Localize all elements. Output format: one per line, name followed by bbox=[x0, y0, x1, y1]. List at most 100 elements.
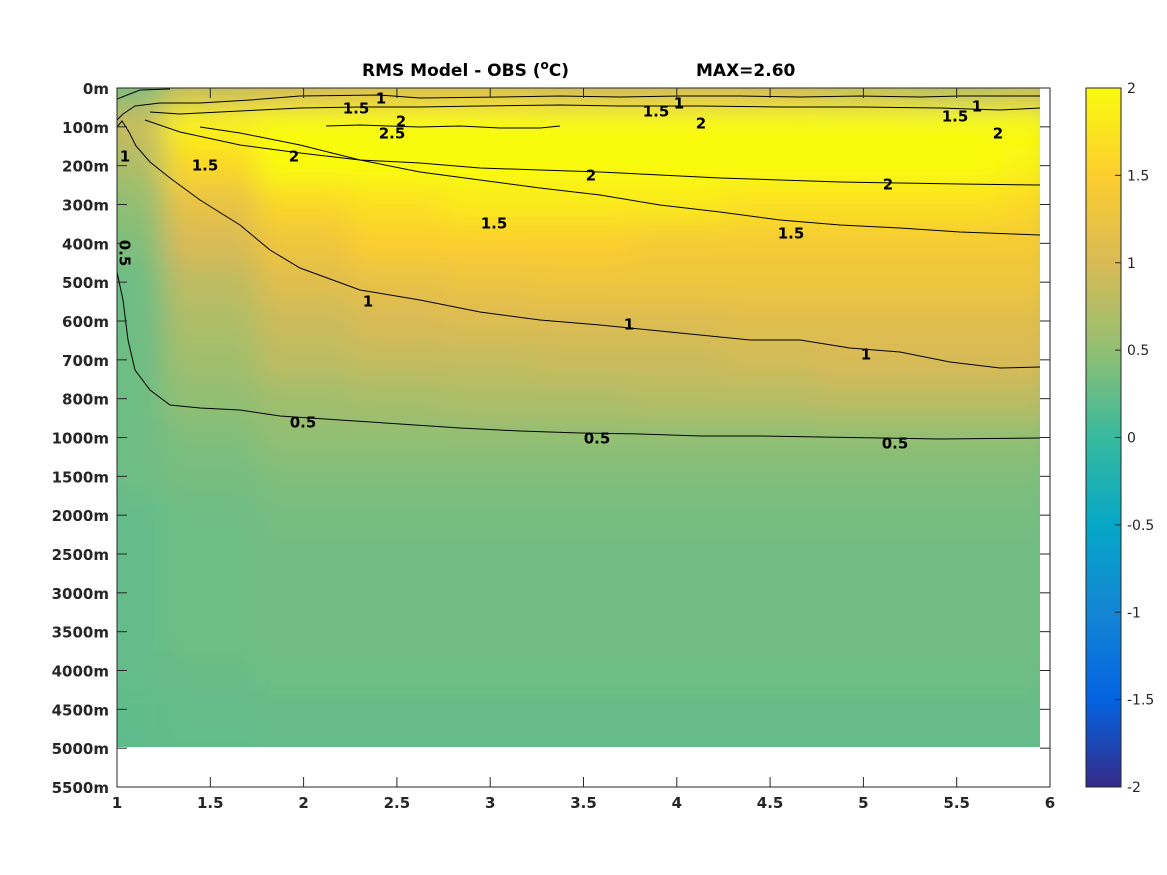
heatmap-cell bbox=[723, 223, 818, 264]
heatmap-cell bbox=[443, 728, 538, 747]
heatmap-cell bbox=[350, 612, 445, 653]
heatmap-cell bbox=[1003, 146, 1040, 187]
heatmap-cell bbox=[630, 223, 725, 264]
heatmap-cell bbox=[256, 573, 352, 614]
heatmap-cell bbox=[910, 573, 1005, 614]
heatmap-cell bbox=[117, 689, 165, 730]
heatmap-cell bbox=[350, 340, 445, 381]
contour-line bbox=[117, 120, 1040, 369]
heatmap-cell bbox=[910, 728, 1005, 747]
heatmap-cell bbox=[163, 651, 258, 691]
contour-label: 2 bbox=[396, 113, 406, 131]
heatmap-cell bbox=[723, 418, 818, 458]
heatmap-cell bbox=[723, 573, 818, 614]
heatmap-cell bbox=[816, 456, 912, 497]
contour-label: 2.5 bbox=[379, 125, 406, 143]
heatmap-cell bbox=[630, 185, 725, 225]
heatmap-cell bbox=[630, 418, 725, 458]
colorbar-tick-label: 2 bbox=[1127, 81, 1136, 97]
heatmap-cell bbox=[816, 107, 912, 148]
heatmap-cell bbox=[536, 379, 632, 420]
y-tick-label: 200m bbox=[62, 158, 109, 176]
heatmap-cell bbox=[910, 418, 1005, 458]
y-tick-label: 5000m bbox=[52, 740, 109, 758]
heatmap-cell bbox=[723, 651, 818, 691]
heatmap-cell bbox=[723, 612, 818, 653]
heatmap-cell bbox=[536, 340, 632, 381]
heatmap-cell bbox=[443, 340, 538, 381]
heatmap-cell bbox=[117, 379, 165, 420]
heatmap-cell bbox=[1003, 495, 1040, 536]
y-tick-label: 3000m bbox=[52, 585, 109, 603]
heatmap-cell bbox=[1003, 728, 1040, 747]
heatmap-cell bbox=[536, 301, 632, 342]
heatmap-cell bbox=[816, 88, 912, 109]
colorbar-tick-label: -0.5 bbox=[1127, 518, 1154, 534]
heatmap-cell bbox=[350, 223, 445, 264]
heatmap-cell bbox=[630, 573, 725, 614]
max-value-label: MAX=2.60 bbox=[696, 61, 796, 81]
heatmap-cell bbox=[256, 534, 352, 575]
heatmap-cell bbox=[443, 573, 538, 614]
heatmap-cell bbox=[630, 340, 725, 381]
heatmap-cell bbox=[723, 495, 818, 536]
heatmap-cell bbox=[256, 612, 352, 653]
x-tick-label: 5 bbox=[858, 794, 868, 812]
heatmap-cell bbox=[256, 379, 352, 420]
contour-label: 1.5 bbox=[778, 225, 805, 243]
heatmap-cell bbox=[443, 88, 538, 109]
y-tick-label: 500m bbox=[62, 274, 109, 292]
heatmap-cell bbox=[163, 185, 258, 225]
heatmap-cell bbox=[163, 262, 258, 303]
heatmap-cell bbox=[350, 88, 445, 109]
heatmap-cell bbox=[630, 262, 725, 303]
x-tick-label: 2.5 bbox=[384, 794, 411, 812]
heatmap-cell bbox=[1003, 107, 1040, 148]
heatmap-cell bbox=[256, 418, 352, 458]
heatmap-cell bbox=[536, 146, 632, 187]
heatmap-cell bbox=[910, 379, 1005, 420]
heatmap-cell bbox=[256, 340, 352, 381]
x-tick-label: 2 bbox=[298, 794, 308, 812]
heatmap-cell bbox=[536, 495, 632, 536]
heatmap-cell bbox=[256, 651, 352, 691]
colorbar-tick-label: -1 bbox=[1127, 605, 1141, 621]
heatmap-cell bbox=[117, 262, 165, 303]
heatmap-cell bbox=[163, 689, 258, 730]
heatmap-cell bbox=[630, 495, 725, 536]
heatmap-cell bbox=[910, 88, 1005, 109]
heatmap-cell bbox=[536, 262, 632, 303]
heatmap-cell bbox=[536, 651, 632, 691]
heatmap-cell bbox=[723, 456, 818, 497]
heatmap-cell bbox=[630, 88, 725, 109]
contour-label: 0.5 bbox=[882, 435, 909, 453]
heatmap-cell bbox=[163, 456, 258, 497]
heatmap-cell bbox=[443, 262, 538, 303]
heatmap-cell bbox=[256, 728, 352, 747]
x-axis: 1 1.5 2 2.5 3 3.5 4 4.5 5 5.5 6 bbox=[112, 88, 1055, 812]
x-tick-label: 4.5 bbox=[757, 794, 784, 812]
heatmap-cell bbox=[816, 146, 912, 187]
heatmap-cell bbox=[816, 651, 912, 691]
contour-label: 2 bbox=[883, 176, 893, 194]
heatmap-cell bbox=[816, 728, 912, 747]
heatmap-cell bbox=[117, 223, 165, 264]
x-tick-label: 3 bbox=[485, 794, 495, 812]
heatmap-cell bbox=[350, 573, 445, 614]
heatmap-cell bbox=[536, 185, 632, 225]
heatmap-cell bbox=[723, 340, 818, 381]
heatmap-cell bbox=[910, 146, 1005, 187]
contour-label: 1.5 bbox=[942, 108, 969, 126]
heatmap-cell bbox=[536, 612, 632, 653]
heatmap-cell bbox=[816, 223, 912, 264]
heatmap-cell bbox=[350, 728, 445, 747]
heatmap-cell bbox=[816, 262, 912, 303]
heatmap-cell bbox=[163, 495, 258, 536]
y-tick-label: 3500m bbox=[52, 624, 109, 642]
heatmap-cell bbox=[723, 107, 818, 148]
contour-label: 1.5 bbox=[643, 103, 670, 121]
heatmap-cell bbox=[350, 379, 445, 420]
heatmap-cell bbox=[723, 728, 818, 747]
heatmap-cell bbox=[1003, 185, 1040, 225]
heatmap-cell bbox=[256, 456, 352, 497]
